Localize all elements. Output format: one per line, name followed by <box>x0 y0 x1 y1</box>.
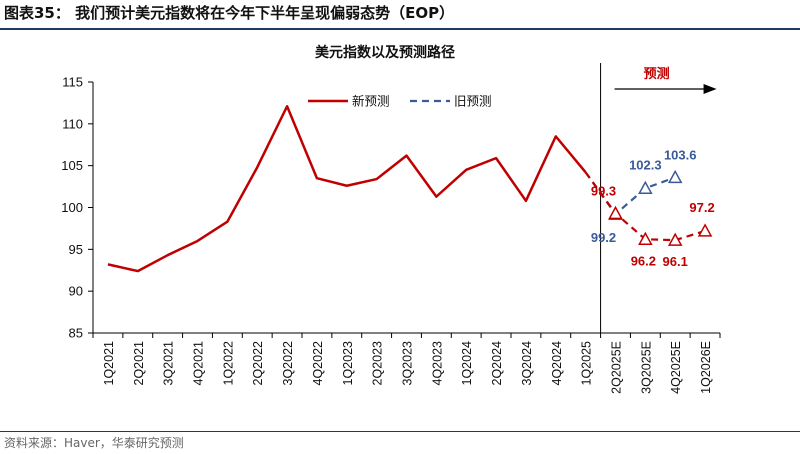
y-tick-label: 110 <box>62 116 83 131</box>
x-tick-label: 2Q2025E <box>610 341 624 394</box>
y-tick-label: 95 <box>69 242 83 257</box>
x-tick-label: 3Q2024 <box>520 341 534 386</box>
x-tick-label: 3Q2023 <box>401 341 415 386</box>
chart-title: 美元指数以及预测路径 <box>315 44 455 60</box>
figure-title: 图表35： 我们预计美元指数将在今年下半年呈现偏弱态势（EOP） <box>4 4 455 22</box>
x-tick-label: 2Q2022 <box>251 341 265 386</box>
new-forecast-marker <box>638 231 653 246</box>
source-note: 资料来源：Haver，华泰研究预测 <box>4 436 184 450</box>
new-forecast-marker <box>697 223 713 237</box>
x-tick-label: 1Q2021 <box>102 341 116 386</box>
new-forecast-data-label: 96.1 <box>663 254 688 269</box>
x-tick-label: 1Q2022 <box>221 341 235 386</box>
new-forecast-data-label: 97.2 <box>689 200 714 215</box>
y-tick-label: 105 <box>61 158 83 173</box>
x-tick-label: 3Q2021 <box>162 341 176 386</box>
x-tick-label: 2Q2024 <box>490 341 504 386</box>
old-forecast-data-label: 103.6 <box>664 147 697 162</box>
old-forecast-data-label: 102.3 <box>629 157 662 172</box>
y-tick-label: 90 <box>69 284 83 299</box>
x-tick-label: 2Q2021 <box>132 341 146 386</box>
x-tick-label: 4Q2025E <box>669 341 683 394</box>
legend-old-label: 旧预测 <box>454 95 492 109</box>
x-tick-label: 1Q2026E <box>699 341 713 394</box>
new-forecast-marker <box>667 232 683 246</box>
x-tick-label: 1Q2023 <box>341 341 355 386</box>
new-forecast-marker <box>608 205 623 220</box>
x-tick-label: 4Q2024 <box>550 341 564 386</box>
x-tick-label: 1Q2024 <box>460 341 474 386</box>
old-forecast-marker <box>667 169 683 184</box>
x-tick-label: 4Q2021 <box>192 341 206 386</box>
forecast-label: 预测 <box>644 66 670 81</box>
x-tick-label: 3Q2022 <box>281 341 295 386</box>
chart-legend: 新预测 旧预测 <box>308 94 492 109</box>
series-line-actual <box>107 105 587 273</box>
new-forecast-data-label: 96.2 <box>631 253 656 268</box>
x-tick-label: 1Q2025 <box>580 341 594 386</box>
y-tick-label: 100 <box>61 200 83 215</box>
new-forecast-data-label: 99.3 <box>591 183 616 198</box>
forecast-arrow-head <box>703 84 717 94</box>
x-tick-label: 4Q2022 <box>311 341 325 386</box>
y-tick-label: 85 <box>69 326 83 341</box>
bottom-divider <box>0 431 800 432</box>
old-forecast-data-label: 99.2 <box>591 230 616 245</box>
x-tick-label: 3Q2025E <box>639 341 653 394</box>
x-tick-label: 2Q2023 <box>371 341 385 386</box>
top-divider <box>0 28 800 30</box>
y-tick-label: 115 <box>62 75 83 90</box>
chart-axes: 85 90 95 100 105 110 115 1Q2021 2Q2021 3Q2021 4Q20… <box>61 63 721 394</box>
legend-new-label: 新预测 <box>352 94 390 109</box>
old-forecast-marker <box>638 180 653 195</box>
x-tick-label: 4Q2023 <box>430 341 444 386</box>
